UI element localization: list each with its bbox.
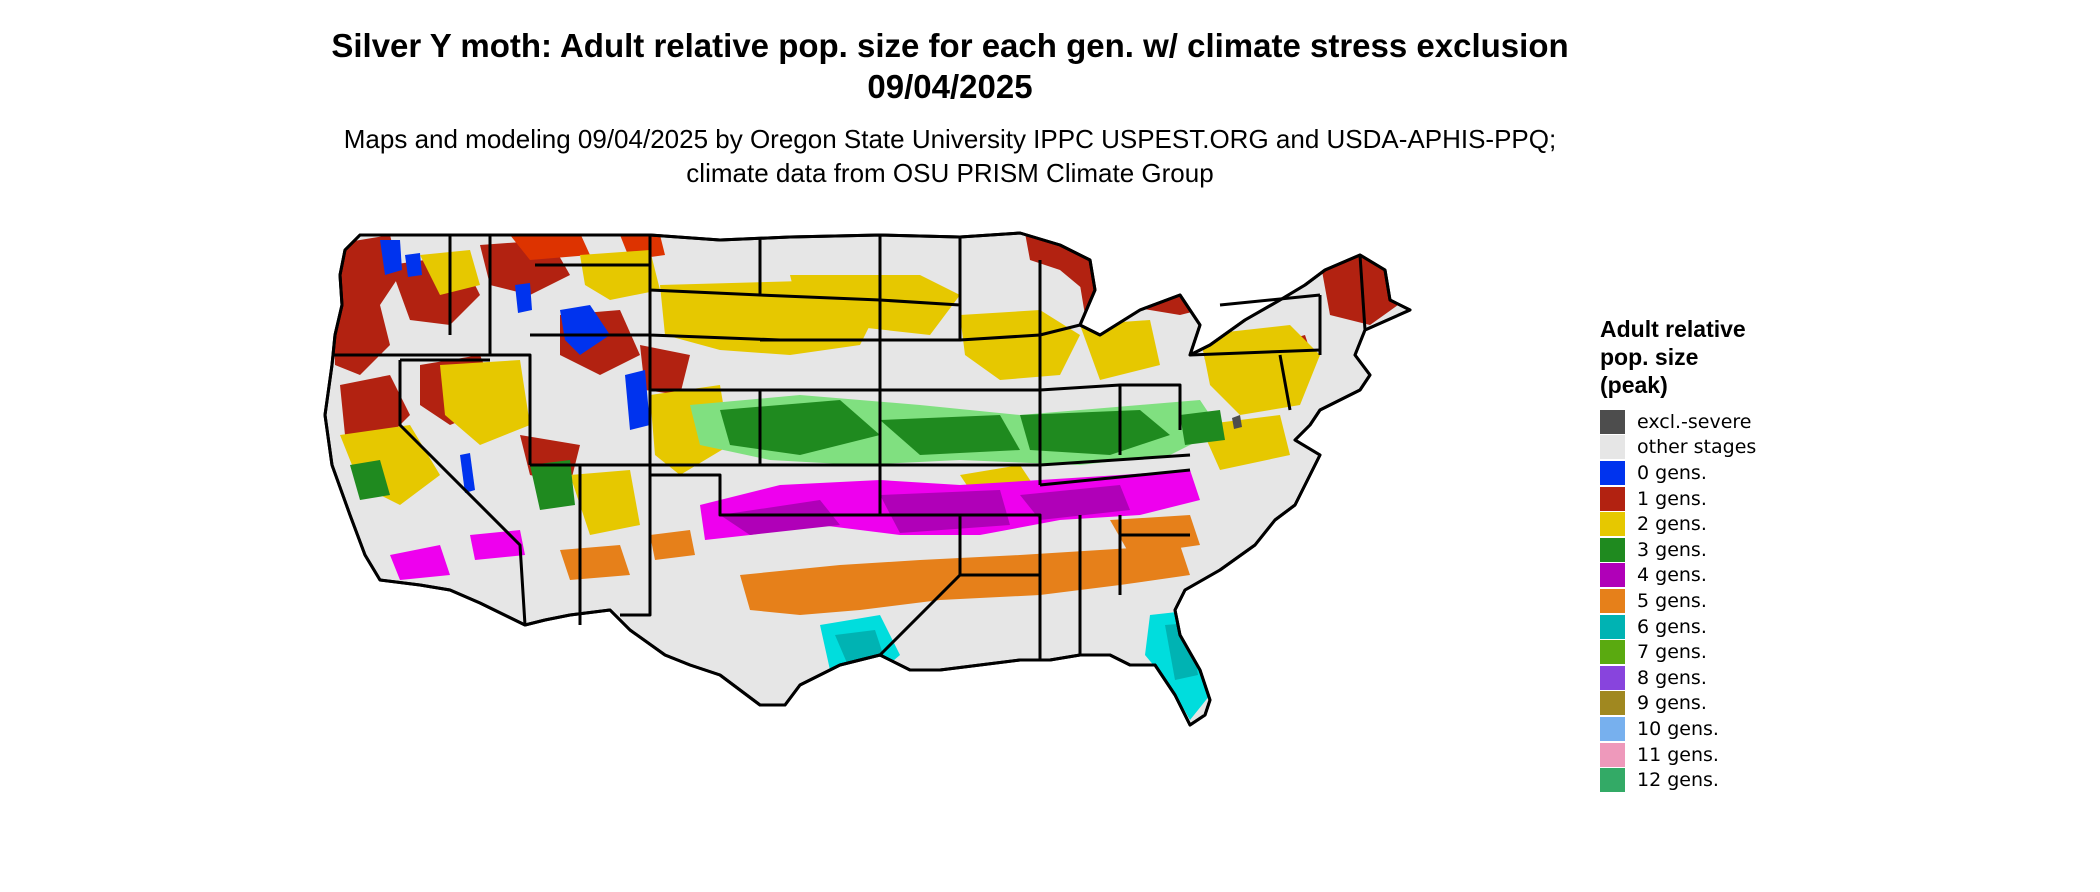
legend-item-7-gens: 7 gens. (1600, 639, 1830, 665)
legend-label: excl.-severe (1637, 410, 1752, 433)
legend-item-9-gens: 9 gens. (1600, 691, 1830, 717)
legend-swatch (1600, 460, 1625, 485)
legend-item-5-gens: 5 gens. (1600, 588, 1830, 614)
legend-label: 6 gens. (1637, 615, 1707, 638)
legend-swatch (1600, 486, 1625, 511)
legend-swatch (1600, 665, 1625, 690)
legend-label: 11 gens. (1637, 743, 1719, 766)
legend-label: 10 gens. (1637, 717, 1719, 740)
region-0-gen (380, 240, 650, 493)
legend-swatch (1600, 512, 1625, 537)
legend-label: 4 gens. (1637, 564, 1707, 587)
legend-swatch (1600, 588, 1625, 613)
legend-item-12-gens: 12 gens. (1600, 767, 1830, 793)
legend-swatch (1600, 537, 1625, 562)
legend-label: 7 gens. (1637, 641, 1707, 664)
legend-swatch (1600, 691, 1625, 716)
legend-swatch (1600, 614, 1625, 639)
legend-label: 2 gens. (1637, 513, 1707, 536)
legend-swatch (1600, 742, 1625, 767)
legend-item-3-gens: 3 gens. (1600, 537, 1830, 563)
legend-item-other-stages: other stages (1600, 435, 1830, 461)
map-title: Silver Y moth: Adult relative pop. size … (331, 27, 1569, 105)
legend-label: 12 gens. (1637, 769, 1719, 792)
legend-item-2-gens: 2 gens. (1600, 511, 1830, 537)
legend-label: 3 gens. (1637, 538, 1707, 561)
legend-item-0-gens: 0 gens. (1600, 460, 1830, 486)
map-subtitle: Maps and modeling 09/04/2025 by Oregon S… (343, 124, 1557, 188)
legend-swatch (1600, 563, 1625, 588)
region-4-gen (390, 470, 1200, 580)
legend-item-10-gens: 10 gens. (1600, 716, 1830, 742)
legend-label: 9 gens. (1637, 692, 1707, 715)
legend-items: excl.-severe other stages 0 gens. 1 gens… (1600, 409, 1830, 793)
legend-item-excl-severe: excl.-severe (1600, 409, 1830, 435)
us-map (323, 231, 1412, 727)
legend-label: other stages (1637, 436, 1757, 459)
legend-label: 5 gens. (1637, 589, 1707, 612)
map-legend: Adult relative pop. size (peak) excl.-se… (1600, 315, 1830, 793)
legend-swatch (1600, 716, 1625, 741)
legend-label: 8 gens. (1637, 666, 1707, 689)
state-borders (323, 231, 1412, 727)
legend-title: Adult relative pop. size (peak) (1600, 316, 1746, 398)
legend-swatch (1600, 768, 1625, 793)
legend-label: 0 gens. (1637, 461, 1707, 484)
legend-swatch (1600, 409, 1625, 434)
legend-item-4-gens: 4 gens. (1600, 563, 1830, 589)
region-excl-severe (1232, 415, 1242, 429)
legend-item-6-gens: 6 gens. (1600, 614, 1830, 640)
legend-item-11-gens: 11 gens. (1600, 742, 1830, 768)
legend-item-1-gens: 1 gens. (1600, 486, 1830, 512)
legend-swatch (1600, 435, 1625, 460)
legend-item-8-gens: 8 gens. (1600, 665, 1830, 691)
legend-swatch (1600, 640, 1625, 665)
legend-label: 1 gens. (1637, 487, 1707, 510)
